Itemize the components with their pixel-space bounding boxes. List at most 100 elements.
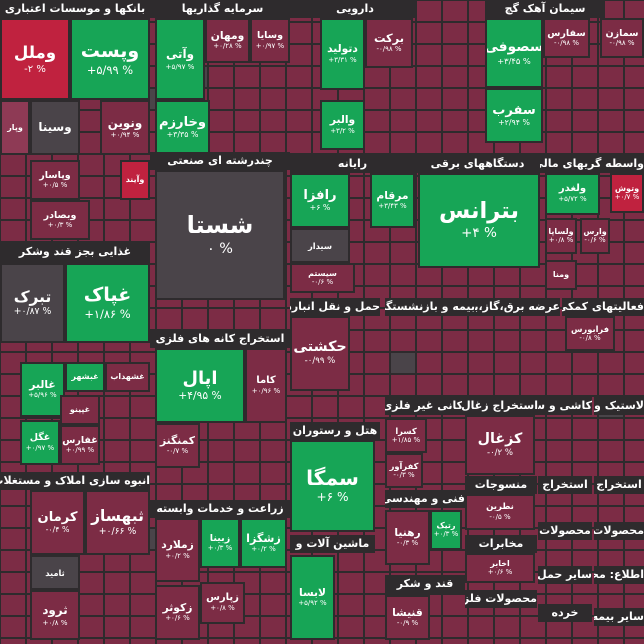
filler-tile [598, 638, 624, 644]
price-change: +۰/۲۸ % [213, 42, 242, 51]
filler-tile [0, 154, 26, 176]
stock-symbol: ثرود [42, 603, 68, 618]
stock-tile: رافزا +۶ % [290, 173, 350, 228]
stock-symbol: زبینا [209, 532, 231, 544]
price-change: +۰/۶ % [165, 614, 190, 623]
filler-tile [546, 132, 572, 154]
filler-tile [624, 418, 644, 440]
filler-tile [0, 198, 26, 220]
stock-tile: سیستم -۰/۶ % [290, 263, 355, 293]
price-change: +۲/۹۴ % [498, 118, 530, 128]
stock-tile: غالبر +۵/۹۶ % [20, 362, 65, 417]
stock-tile: ولغدر +۵/۷۲ % [545, 173, 600, 215]
filler-tile [78, 572, 104, 594]
price-change: +۰/۵ % [42, 181, 68, 190]
filler-tile [364, 330, 390, 352]
filler-tile [494, 374, 520, 396]
filler-tile [260, 440, 286, 462]
stock-tile: دتولید +۳/۳۱ % [320, 18, 365, 90]
filler-tile [416, 132, 442, 154]
stock-symbol: ونوین [107, 115, 143, 130]
filler-tile [208, 66, 234, 88]
filler-tile [234, 132, 260, 154]
filler-tile [624, 88, 644, 110]
filler-tile [364, 110, 390, 132]
filler-tile [546, 88, 572, 110]
filler-tile [104, 616, 130, 638]
stock-symbol: زشگزا [246, 531, 281, 545]
filler-tile [442, 638, 468, 644]
filler-tile [78, 154, 104, 176]
filler-tile [442, 88, 468, 110]
stock-symbol: کسرا [395, 425, 417, 436]
stock-symbol: زکوثر [162, 600, 193, 614]
price-change: -۰/۹۹ % [304, 356, 336, 367]
filler-tile [364, 374, 390, 396]
stock-symbol: وملل [13, 42, 57, 62]
stock-symbol: ولساپا [548, 226, 574, 236]
filler-tile [468, 638, 494, 644]
price-change: -۰/۵ % [489, 512, 511, 521]
stock-tile: سفرب +۲/۹۴ % [485, 88, 543, 143]
filler-tile [624, 440, 644, 462]
filler-tile [130, 572, 156, 594]
stock-tile: وملل -۲ % [0, 18, 70, 100]
filler-tile [520, 330, 546, 352]
stock-tile: وپار [0, 100, 30, 155]
filler-tile [234, 66, 260, 88]
price-change: +۰/۸ % [42, 617, 68, 627]
stock-tile: تبرک +۰/۸۷ % [0, 263, 65, 343]
filler-tile [520, 638, 546, 644]
stock-tile: ثبهساز +۰/۶۶ % [85, 490, 150, 555]
price-change: +۳/۲ % [330, 126, 355, 135]
price-change: -۰/۶ % [311, 278, 334, 287]
price-change: -۲ % [24, 63, 46, 75]
filler-tile [338, 594, 364, 616]
stock-tile: حکشتی -۰/۹۹ % [290, 316, 350, 391]
filler-tile [598, 88, 624, 110]
filler-tile [598, 66, 624, 88]
sector-title: ماشین آلات و [290, 535, 375, 553]
sector-title: انبوه سازی املاک و مستغلات [0, 472, 150, 490]
filler-tile [468, 330, 494, 352]
stock-symbol: برکت [373, 30, 405, 45]
filler-tile [78, 594, 104, 616]
price-change: +۰/۹۴ % [110, 130, 140, 139]
filler-tile [494, 330, 520, 352]
filler-tile [182, 308, 208, 330]
price-change: -۰/۲ % [486, 447, 514, 458]
filler-tile [624, 220, 644, 242]
filler-tile [572, 440, 598, 462]
stock-tile: ثرود +۰/۸ % [30, 590, 80, 640]
filler-tile [0, 176, 26, 198]
filler-tile [104, 440, 130, 462]
filler-tile [208, 110, 234, 132]
filler-tile [208, 88, 234, 110]
filler-tile [572, 110, 598, 132]
stock-symbol: رتیک [436, 520, 456, 530]
filler-tile [624, 132, 644, 154]
sector-title: کانی غیر فلزی [385, 397, 463, 415]
price-change: -۰/۳ % [396, 539, 419, 548]
filler-tile [286, 132, 312, 154]
stock-symbol: رهنیا [394, 525, 421, 539]
stock-symbol: نطرین [486, 502, 514, 513]
sector-title: مخابرات [465, 535, 537, 553]
filler-tile [390, 242, 416, 264]
price-change: +۰/۸ % [210, 604, 235, 613]
price-change: +۳/۳۵ % [166, 130, 199, 140]
filler-tile [572, 418, 598, 440]
price-change: +۶ % [309, 203, 331, 213]
stock-symbol: دتولید [327, 42, 358, 56]
filler-tile [208, 440, 234, 462]
filler-tile [286, 66, 312, 88]
price-change: +۵/۹۹ % [86, 63, 134, 77]
stock-tile: زکوثر +۰/۶ % [155, 585, 200, 640]
price-change: +۰/۸۷ % [13, 306, 52, 318]
stock-symbol: قنیشا [392, 605, 423, 619]
filler-tile [416, 330, 442, 352]
sector-title: کاشی و س [538, 397, 592, 415]
filler-tile [104, 220, 130, 242]
filler-tile [546, 418, 572, 440]
